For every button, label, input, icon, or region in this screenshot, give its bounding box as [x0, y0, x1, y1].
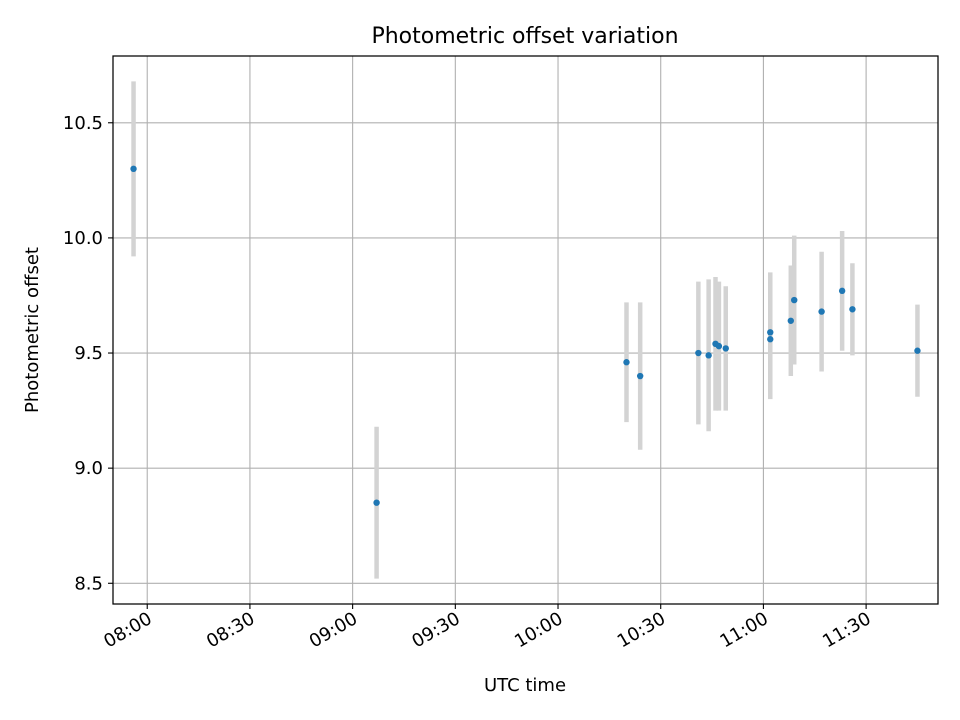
plot-frame [112, 55, 939, 605]
x-tick-label: 10:00 [511, 608, 566, 652]
data-point [722, 345, 729, 352]
y-tick-label: 10.0 [63, 228, 103, 249]
x-tick-label: 11:00 [716, 608, 771, 652]
x-tick-label: 08:00 [100, 608, 155, 652]
x-tick-label: 08:30 [203, 608, 258, 652]
x-axis-label: UTC time [484, 675, 566, 696]
data-point [715, 342, 723, 350]
data-point [818, 308, 825, 315]
data-point [914, 347, 921, 354]
grid [113, 56, 938, 604]
data-points [130, 165, 921, 506]
error-bars [131, 81, 920, 579]
data-point [791, 296, 798, 304]
data-point [787, 317, 795, 324]
data-point [373, 499, 380, 506]
x-tick-label: 09:00 [306, 608, 361, 652]
y-tick-label: 9.5 [74, 343, 103, 364]
chart-title: Photometric offset variation [371, 24, 678, 49]
x-tick-label: 10:30 [614, 608, 669, 652]
data-point [623, 359, 630, 366]
data-point [838, 287, 846, 295]
y-tick-label: 9.0 [74, 458, 103, 479]
data-point [705, 352, 712, 359]
data-point [636, 372, 644, 380]
data-point [130, 165, 137, 173]
x-tick-label: 09:30 [408, 608, 463, 652]
data-point [767, 329, 774, 336]
y-axis-label: Photometric offset [22, 247, 43, 413]
data-point [849, 306, 856, 313]
data-point [767, 336, 774, 343]
y-axis-ticks: 8.5 9.0 9.5 10.0 10.5 [63, 113, 113, 594]
data-point [695, 349, 702, 357]
x-axis-ticks: 08:00 08:30 09:00 09:30 10:00 10:30 11:00 11:30 [100, 604, 875, 652]
y-tick-label: 10.5 [63, 113, 103, 134]
x-tick-label: 11:30 [819, 608, 874, 652]
y-tick-label: 8.5 [74, 573, 103, 594]
